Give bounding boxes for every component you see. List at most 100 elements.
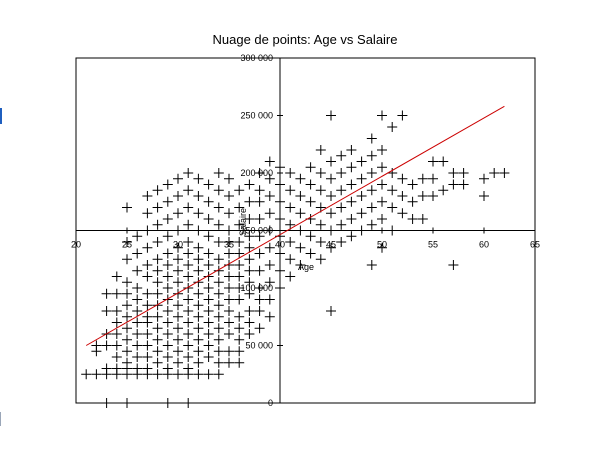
data-point <box>162 306 173 316</box>
data-point <box>193 208 204 219</box>
data-point <box>101 340 112 351</box>
data-point <box>234 219 245 230</box>
data-point <box>142 311 153 322</box>
data-point <box>142 288 153 299</box>
data-point <box>111 340 122 351</box>
data-point <box>173 323 183 334</box>
data-point <box>183 340 194 351</box>
data-point <box>356 208 367 219</box>
data-point <box>234 202 245 213</box>
data-point <box>173 208 183 219</box>
data-point <box>173 357 183 368</box>
data-point <box>295 191 306 201</box>
y-tick-label: 150 000 <box>240 226 273 236</box>
data-point <box>213 357 224 368</box>
x-tick-label: 25 <box>122 240 132 250</box>
data-point <box>203 196 214 207</box>
data-point <box>224 225 234 236</box>
data-point <box>407 214 418 224</box>
data-point <box>224 271 234 282</box>
data-point <box>285 219 296 230</box>
data-point <box>173 288 183 299</box>
data-point <box>264 277 275 288</box>
data-point <box>336 202 347 213</box>
data-point <box>356 191 367 201</box>
data-point <box>173 369 183 380</box>
data-point <box>254 231 265 242</box>
data-point <box>244 288 255 299</box>
data-point <box>499 168 510 178</box>
data-point <box>326 306 336 316</box>
data-point <box>397 173 408 184</box>
data-point <box>366 168 377 178</box>
data-point <box>224 346 234 357</box>
data-point <box>111 329 122 339</box>
data-point <box>458 168 469 178</box>
data-point <box>264 311 275 322</box>
data-point <box>295 173 306 184</box>
data-point <box>193 334 204 345</box>
data-point <box>366 260 377 270</box>
data-point <box>173 300 183 311</box>
data-point <box>234 248 245 259</box>
x-tick-label: 50 <box>377 240 387 250</box>
data-point <box>101 363 112 374</box>
x-tick-label: 40 <box>275 240 285 250</box>
data-point <box>142 352 153 362</box>
data-point <box>315 219 326 230</box>
data-point <box>91 369 102 380</box>
data-point <box>111 352 122 362</box>
data-point <box>295 225 306 236</box>
x-axis-label: Age <box>298 262 314 272</box>
data-point <box>193 225 204 236</box>
data-point <box>285 254 296 265</box>
data-point <box>142 363 153 374</box>
data-point <box>397 110 408 121</box>
data-point <box>275 265 285 276</box>
data-point <box>122 357 132 368</box>
data-point <box>213 185 224 196</box>
data-point <box>254 283 265 293</box>
data-point <box>377 110 387 121</box>
data-point <box>213 277 224 288</box>
data-point <box>285 168 296 178</box>
data-point <box>326 208 336 219</box>
data-point <box>264 260 275 270</box>
data-point <box>305 179 316 190</box>
data-point <box>111 271 122 282</box>
data-point <box>213 369 224 380</box>
data-point <box>122 254 132 265</box>
data-point <box>152 334 163 345</box>
data-point <box>81 369 92 380</box>
data-point <box>173 346 183 357</box>
data-point <box>193 357 204 368</box>
data-point <box>213 334 224 345</box>
data-point <box>346 162 357 173</box>
data-point <box>224 357 234 368</box>
data-point <box>254 323 265 334</box>
data-point <box>162 231 173 242</box>
data-point <box>203 294 214 305</box>
data-point <box>377 214 387 224</box>
data-point <box>428 191 438 201</box>
data-point <box>234 323 245 334</box>
data-point <box>162 283 173 293</box>
data-point <box>203 329 214 339</box>
data-point <box>162 398 173 408</box>
y-tick-label: 100 000 <box>240 283 273 293</box>
data-point <box>173 173 183 184</box>
data-point <box>162 317 173 328</box>
data-point <box>356 173 367 184</box>
data-point <box>193 300 204 311</box>
data-point <box>264 225 275 236</box>
data-point <box>326 191 336 201</box>
data-point <box>142 300 153 311</box>
data-point <box>173 242 183 253</box>
data-point <box>234 271 245 282</box>
data-point <box>193 346 204 357</box>
data-point <box>295 242 306 253</box>
data-point <box>122 300 132 311</box>
data-point <box>203 248 214 259</box>
data-point <box>183 248 194 259</box>
data-point <box>132 248 143 259</box>
